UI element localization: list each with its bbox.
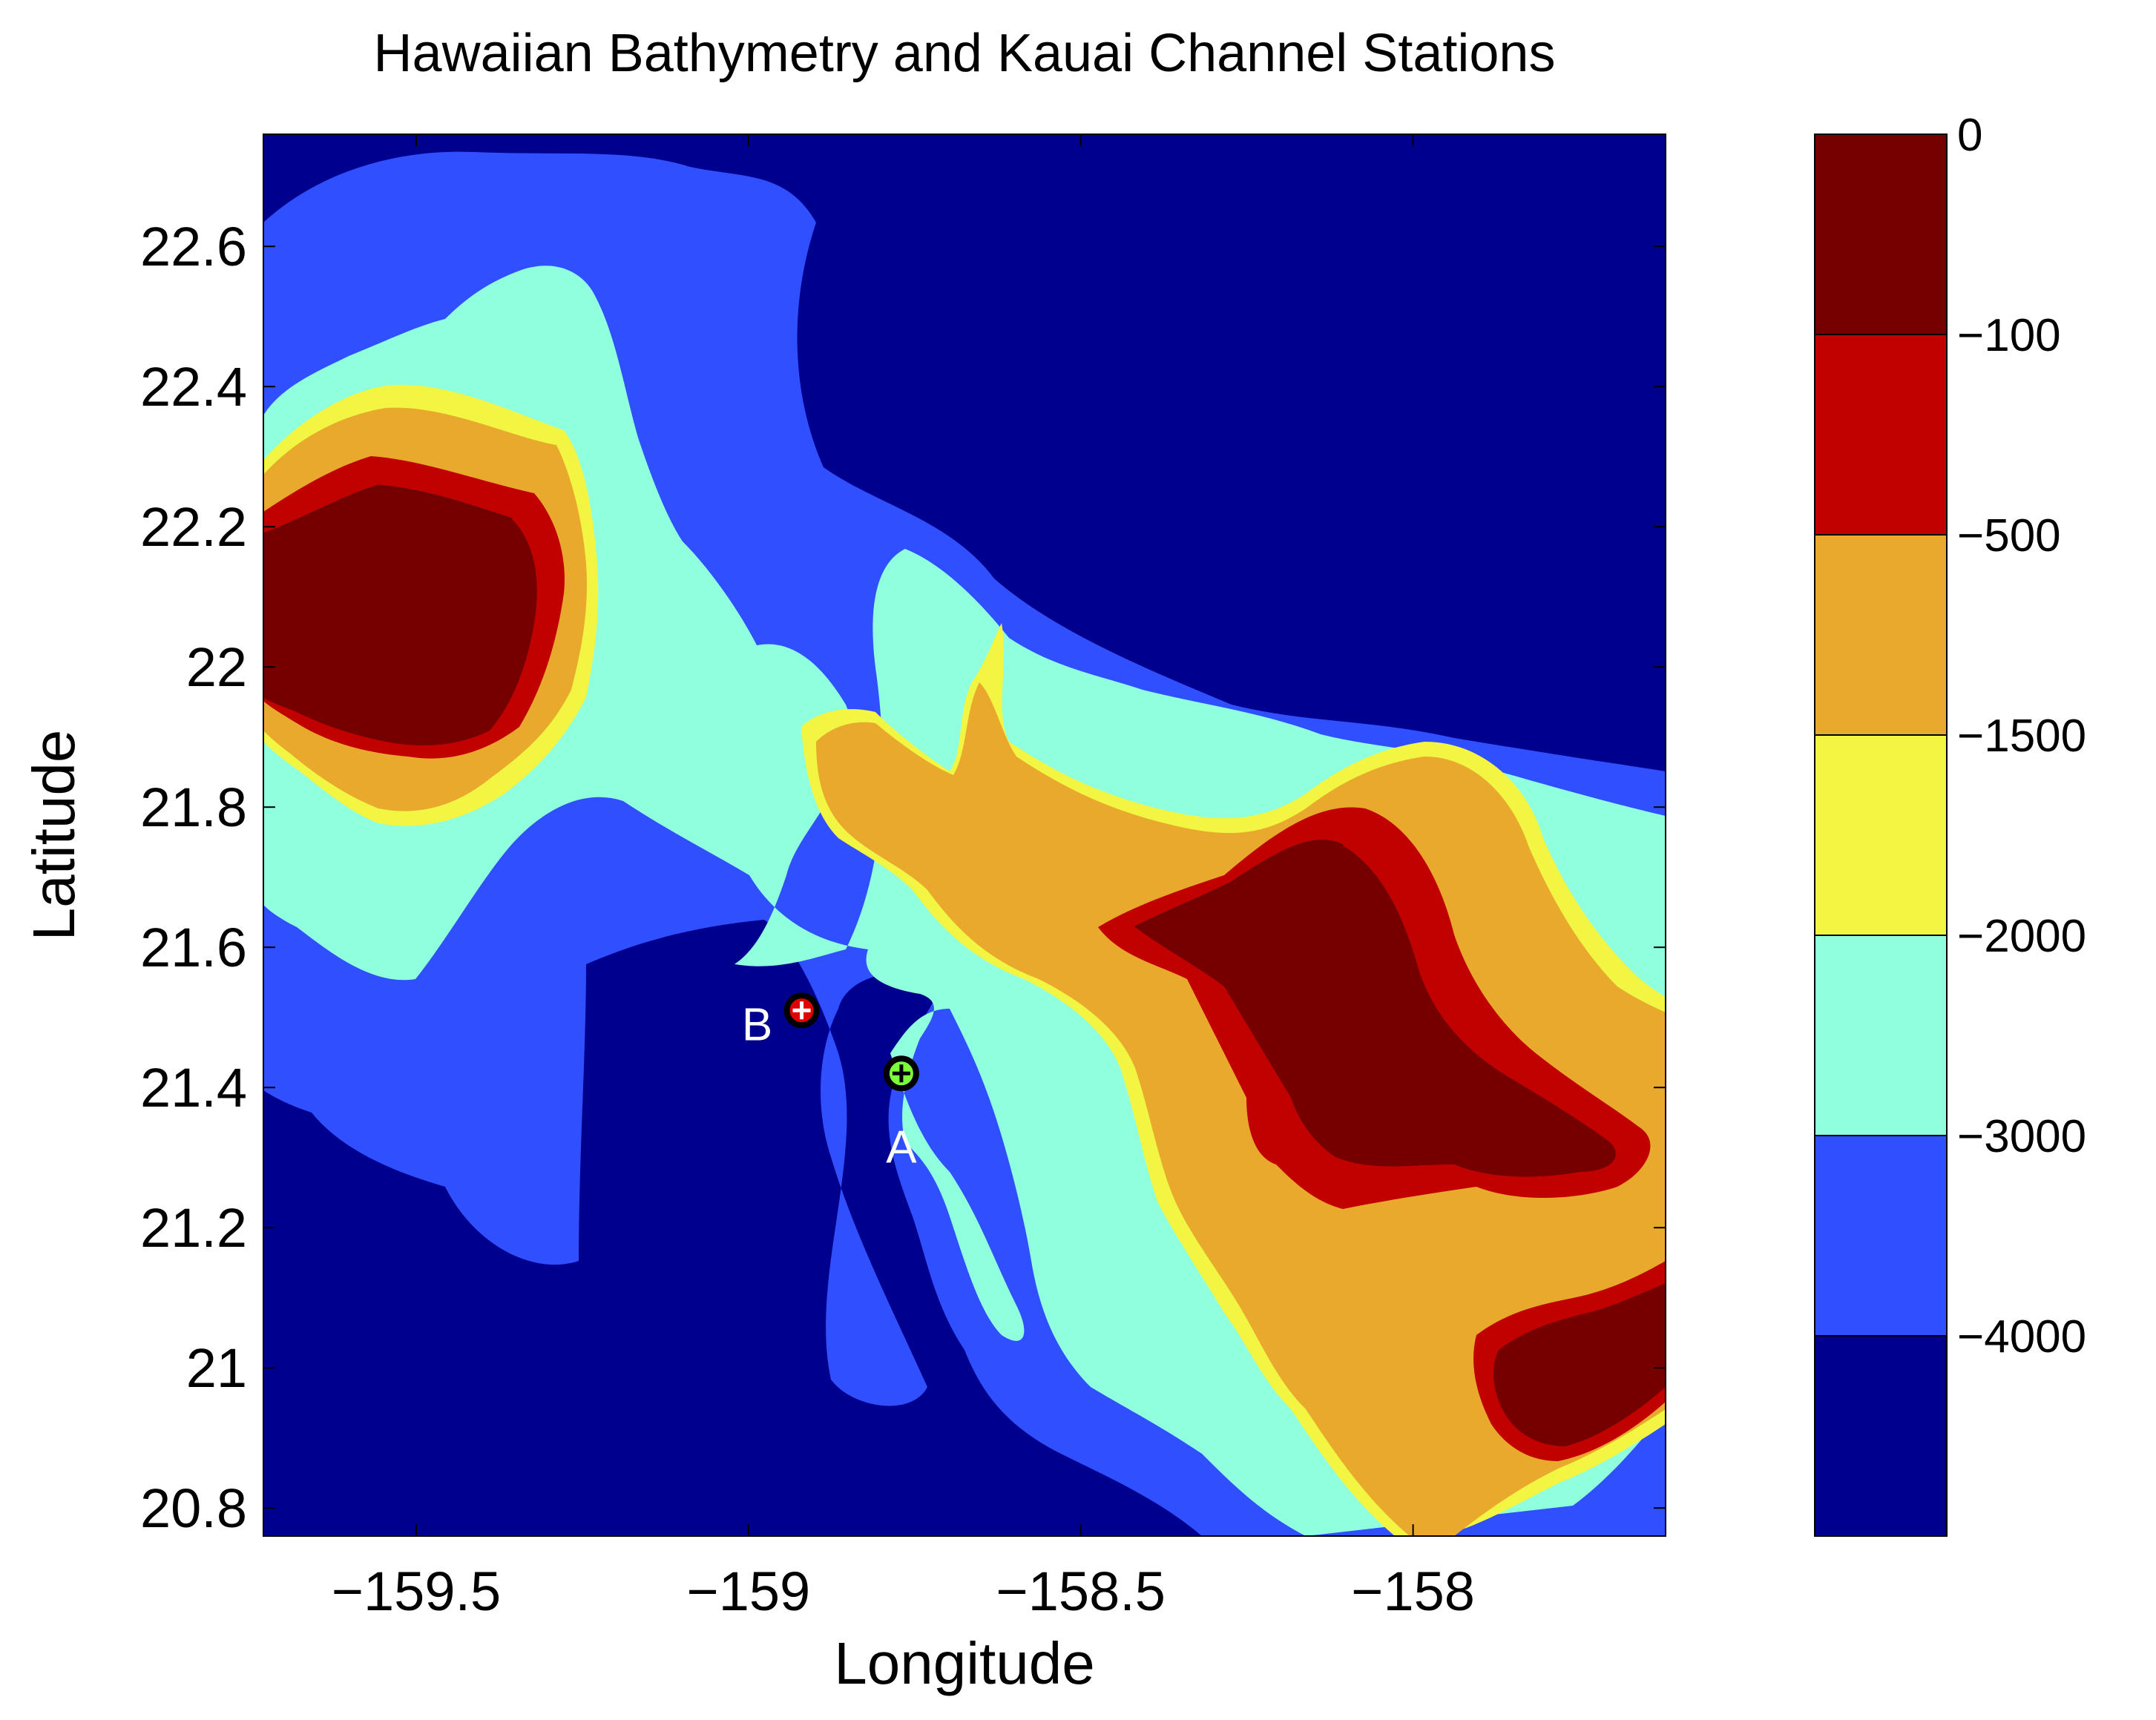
colorbar-band (1815, 935, 1947, 1136)
colorbar-tick-label: −100 (1957, 310, 2061, 361)
colorbar-band (1815, 1336, 1947, 1536)
x-axis-ticks: −159.5 −159 −158.5 −158 (332, 134, 1475, 1622)
y-tick-label: 22.4 (140, 356, 247, 418)
station-marker-a[interactable] (883, 1055, 919, 1092)
colorbar-tick-label: −1500 (1957, 711, 2086, 762)
station-label-b: B (742, 999, 772, 1050)
y-tick-label: 21.4 (140, 1057, 247, 1118)
colorbar-band (1815, 335, 1947, 535)
y-tick-label: 20.8 (140, 1477, 247, 1539)
contour-edges (263, 484, 1344, 929)
y-tick-label: 22 (186, 636, 247, 698)
plot-frame (263, 134, 1666, 1537)
x-axis-label: Longitude (834, 1630, 1094, 1696)
chart-title: Hawaiian Bathymetry and Kauai Channel St… (374, 24, 1556, 83)
x-tick-label: −159 (687, 1561, 811, 1622)
y-tick-label: 21.8 (140, 777, 247, 838)
contour-region-0m (263, 486, 1666, 1446)
colorbar-frame (1814, 134, 1948, 1537)
y-tick-label: 22.6 (140, 216, 247, 277)
y-tick-label: 21.6 (140, 917, 247, 978)
y-tick-label: 21 (186, 1337, 247, 1399)
colorbar-band (1815, 735, 1947, 935)
y-axis-label: Latitude (21, 730, 87, 941)
colorbar-band (1815, 535, 1947, 735)
x-tick-label: −158.5 (996, 1561, 1166, 1622)
colorbar-band (1815, 134, 1947, 335)
colorbar-tick-label: −3000 (1957, 1111, 2086, 1162)
colorbar-tick-label: −500 (1957, 510, 2061, 561)
y-axis-ticks: 20.8 21 21.2 21.4 21.6 21.8 22 22.2 22.4 22.6 (140, 216, 1666, 1539)
colorbar-tick-label: −4000 (1957, 1311, 2086, 1363)
colorbar-tick-label: −2000 (1957, 911, 2086, 962)
colorbar: −4000 −3000 −2000 −1500 −500 −100 0 (1814, 110, 2086, 1537)
colorbar-tick-label: 0 (1957, 110, 1982, 161)
x-tick-label: −159.5 (332, 1561, 501, 1622)
contour-region-500m (263, 407, 1666, 1536)
colorbar-band (1815, 1136, 1947, 1336)
y-tick-label: 21.2 (140, 1197, 247, 1259)
y-tick-label: 22.2 (140, 496, 247, 558)
station-marker-b[interactable] (783, 992, 820, 1029)
station-label-a: A (886, 1121, 917, 1173)
plot-area: A B (263, 134, 1666, 1536)
x-tick-label: −158 (1351, 1561, 1475, 1622)
